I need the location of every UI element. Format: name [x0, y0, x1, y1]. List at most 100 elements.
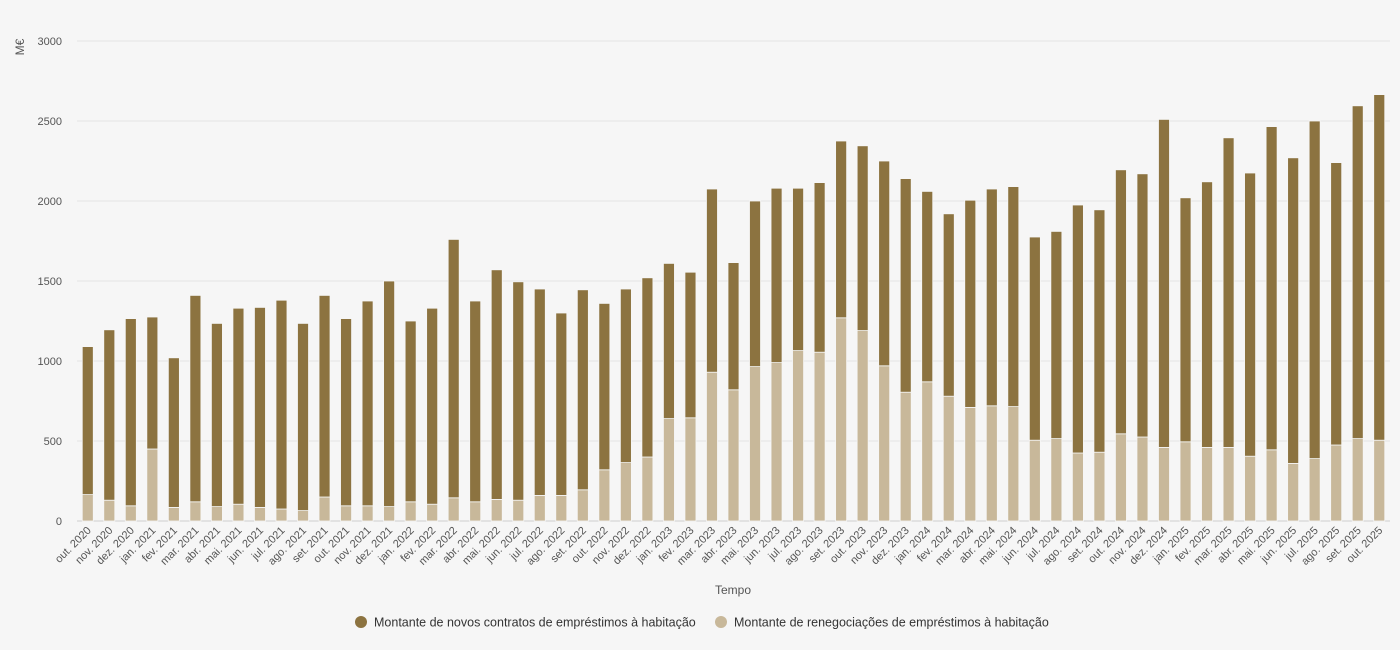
bar-renegociacoes-8[interactable] — [254, 506, 266, 522]
bar-renegociacoes-56[interactable] — [1287, 462, 1300, 522]
bar-renegociacoes-25[interactable] — [619, 462, 632, 522]
bar-novos-contratos-46[interactable] — [1071, 204, 1084, 454]
bar-novos-contratos-47[interactable] — [1093, 209, 1106, 453]
bar-renegociacoes-22[interactable] — [555, 494, 568, 522]
bar-renegociacoes-19[interactable] — [490, 498, 503, 522]
bar-renegociacoes-16[interactable] — [426, 503, 439, 522]
bar-renegociacoes-60[interactable] — [1373, 439, 1386, 522]
bar-novos-contratos-14[interactable] — [383, 280, 396, 508]
bar-renegociacoes-28[interactable] — [684, 417, 697, 522]
bar-novos-contratos-60[interactable] — [1373, 94, 1386, 441]
bar-renegociacoes-6[interactable] — [211, 506, 223, 522]
bar-renegociacoes-11[interactable] — [318, 496, 331, 522]
bar-renegociacoes-1[interactable] — [103, 499, 116, 522]
bar-renegociacoes-30[interactable] — [727, 389, 740, 522]
bar-renegociacoes-13[interactable] — [361, 505, 374, 522]
bar-renegociacoes-58[interactable] — [1330, 444, 1343, 522]
bar-renegociacoes-55[interactable] — [1265, 449, 1278, 522]
bar-renegociacoes-50[interactable] — [1158, 446, 1170, 522]
bar-novos-contratos-32[interactable] — [770, 187, 783, 363]
bar-renegociacoes-37[interactable] — [878, 365, 891, 522]
bar-renegociacoes-29[interactable] — [706, 371, 718, 522]
bar-renegociacoes-48[interactable] — [1115, 433, 1127, 522]
bar-novos-contratos-33[interactable] — [792, 187, 804, 351]
bar-novos-contratos-52[interactable] — [1201, 181, 1213, 448]
legend-item-novos-contratos[interactable]: Montante de novos contratos de empréstim… — [355, 616, 696, 630]
bar-renegociacoes-45[interactable] — [1050, 438, 1063, 522]
bar-novos-contratos-5[interactable] — [189, 294, 202, 503]
bar-renegociacoes-47[interactable] — [1093, 451, 1106, 522]
bar-novos-contratos-15[interactable] — [404, 320, 417, 503]
bar-novos-contratos-28[interactable] — [684, 271, 697, 419]
bar-novos-contratos-35[interactable] — [835, 140, 848, 319]
bar-novos-contratos-54[interactable] — [1244, 172, 1256, 457]
bar-renegociacoes-3[interactable] — [146, 448, 159, 522]
bar-novos-contratos-27[interactable] — [663, 262, 675, 419]
bar-novos-contratos-2[interactable] — [124, 318, 137, 507]
bar-renegociacoes-17[interactable] — [447, 497, 460, 522]
bar-novos-contratos-4[interactable] — [167, 357, 180, 508]
bar-novos-contratos-53[interactable] — [1222, 137, 1235, 448]
bar-renegociacoes-46[interactable] — [1071, 452, 1084, 522]
bar-renegociacoes-10[interactable] — [297, 510, 309, 522]
bar-renegociacoes-42[interactable] — [985, 405, 998, 522]
bar-renegociacoes-21[interactable] — [533, 494, 546, 522]
bar-novos-contratos-22[interactable] — [555, 312, 568, 496]
bar-renegociacoes-12[interactable] — [340, 505, 352, 522]
bar-novos-contratos-49[interactable] — [1136, 173, 1149, 438]
bar-novos-contratos-7[interactable] — [232, 307, 245, 505]
bar-novos-contratos-26[interactable] — [641, 277, 654, 458]
bar-novos-contratos-45[interactable] — [1050, 230, 1063, 439]
bar-novos-contratos-29[interactable] — [706, 188, 718, 373]
bar-renegociacoes-57[interactable] — [1308, 458, 1321, 522]
bar-renegociacoes-54[interactable] — [1244, 455, 1256, 522]
bar-renegociacoes-31[interactable] — [749, 366, 761, 522]
bar-renegociacoes-7[interactable] — [232, 503, 245, 522]
bar-novos-contratos-8[interactable] — [254, 306, 266, 508]
bar-novos-contratos-43[interactable] — [1007, 186, 1020, 408]
bar-renegociacoes-33[interactable] — [792, 350, 804, 522]
bar-novos-contratos-30[interactable] — [727, 262, 740, 391]
bar-renegociacoes-36[interactable] — [856, 330, 869, 522]
bar-novos-contratos-42[interactable] — [985, 188, 998, 407]
bar-renegociacoes-38[interactable] — [899, 391, 912, 522]
bar-renegociacoes-51[interactable] — [1179, 441, 1192, 522]
bar-novos-contratos-37[interactable] — [878, 160, 891, 367]
bar-novos-contratos-25[interactable] — [619, 288, 632, 464]
bar-novos-contratos-20[interactable] — [512, 281, 525, 501]
bar-novos-contratos-40[interactable] — [942, 213, 955, 397]
bar-novos-contratos-10[interactable] — [297, 322, 309, 511]
bar-renegociacoes-18[interactable] — [469, 501, 482, 522]
bar-novos-contratos-41[interactable] — [964, 199, 977, 408]
bar-renegociacoes-39[interactable] — [921, 381, 934, 522]
bar-renegociacoes-14[interactable] — [383, 506, 396, 522]
bar-novos-contratos-12[interactable] — [340, 318, 352, 507]
bar-novos-contratos-6[interactable] — [211, 322, 223, 507]
bar-renegociacoes-53[interactable] — [1222, 446, 1235, 522]
bar-novos-contratos-38[interactable] — [899, 178, 912, 393]
bar-novos-contratos-11[interactable] — [318, 294, 331, 498]
legend-item-renegociacoes[interactable]: Montante de renegociações de empréstimos… — [715, 616, 1049, 630]
bar-novos-contratos-24[interactable] — [598, 302, 611, 471]
bar-renegociacoes-26[interactable] — [641, 456, 654, 522]
bar-renegociacoes-24[interactable] — [598, 469, 611, 522]
bar-renegociacoes-4[interactable] — [167, 506, 180, 522]
bar-renegociacoes-35[interactable] — [835, 317, 848, 522]
bar-renegociacoes-49[interactable] — [1136, 436, 1149, 522]
bar-renegociacoes-43[interactable] — [1007, 406, 1020, 522]
bar-renegociacoes-34[interactable] — [813, 351, 826, 522]
bar-novos-contratos-36[interactable] — [856, 145, 869, 332]
bar-novos-contratos-17[interactable] — [447, 238, 460, 499]
bar-novos-contratos-55[interactable] — [1265, 126, 1278, 451]
bar-renegociacoes-0[interactable] — [81, 494, 94, 522]
bar-novos-contratos-39[interactable] — [921, 190, 934, 383]
bar-novos-contratos-16[interactable] — [426, 307, 439, 505]
bar-novos-contratos-0[interactable] — [81, 346, 94, 496]
bar-renegociacoes-15[interactable] — [404, 501, 417, 522]
bar-renegociacoes-2[interactable] — [124, 505, 137, 522]
bar-novos-contratos-51[interactable] — [1179, 197, 1192, 443]
bar-novos-contratos-13[interactable] — [361, 300, 374, 507]
bar-renegociacoes-9[interactable] — [275, 508, 288, 522]
bar-renegociacoes-5[interactable] — [189, 501, 202, 522]
bar-renegociacoes-23[interactable] — [576, 489, 589, 522]
